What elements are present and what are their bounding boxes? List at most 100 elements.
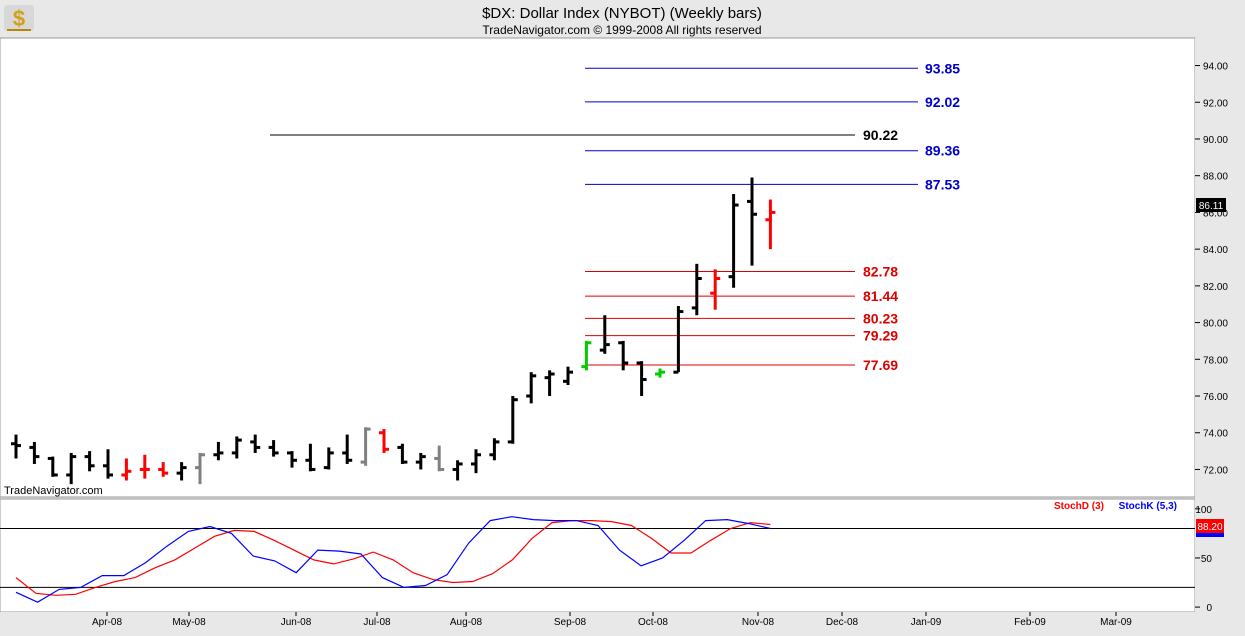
ohlc-bar-3 — [66, 452, 77, 485]
ohlc-bar-40 — [747, 177, 757, 266]
ohlc-bar-2 — [47, 456, 58, 477]
ohlc-bar-12 — [231, 436, 242, 459]
level-label-7: 80.23 — [863, 310, 898, 326]
dollar-sign-logo-icon: $ — [4, 5, 34, 31]
ohlc-bar-25 — [471, 449, 481, 474]
level-label-4: 87.53 — [925, 176, 960, 192]
ohlc-bar-33 — [618, 340, 629, 371]
x-axis-label-2: Jun-08 — [281, 617, 312, 628]
level-label-0: 93.85 — [925, 60, 960, 76]
ohlc-bar-35 — [655, 368, 665, 378]
ohlc-bar-8 — [158, 462, 169, 477]
ohlc-bar-4 — [84, 451, 95, 472]
x-axis-label-11: Mar-09 — [1100, 617, 1132, 628]
ohlc-bar-7 — [139, 454, 150, 479]
price-tick-label-6: 82.00 — [1203, 282, 1228, 293]
x-axis-label-1: May-08 — [172, 617, 206, 628]
x-axis-label-5: Sep-08 — [554, 617, 587, 628]
stochk-legend: StochK (5,3) — [1119, 501, 1177, 512]
ohlc-bar-27 — [507, 396, 518, 444]
price-bars — [11, 177, 776, 485]
oscillator-panel — [0, 498, 1196, 613]
level-label-9: 77.69 — [863, 357, 898, 373]
last-price-label: 86.11 — [1199, 201, 1224, 212]
ohlc-bar-24 — [452, 460, 463, 481]
ohlc-bar-17 — [323, 447, 334, 470]
ohlc-bar-18 — [342, 434, 353, 464]
ohlc-bar-10 — [195, 452, 205, 485]
osc-tick-label-1: 50 — [1201, 554, 1213, 565]
x-axis-labels: Apr-08 May-08 Jun-08 Jul-08 Aug-08 Sep-08 Oct-… — [92, 612, 1132, 628]
ohlc-bar-9 — [176, 462, 187, 481]
x-axis-area — [0, 612, 1245, 631]
x-axis-label-8: Dec-08 — [826, 617, 859, 628]
stoch-series-line-0 — [15, 519, 771, 596]
ohlc-bar-30 — [563, 366, 573, 386]
ohlc-bar-23 — [434, 445, 445, 472]
ohlc-bar-11 — [213, 441, 224, 461]
x-axis-label-7: Nov-08 — [742, 617, 775, 628]
ohlc-bar-22 — [415, 452, 426, 470]
ohlc-bar-1 — [29, 441, 40, 464]
level-label-1: 92.02 — [925, 94, 960, 110]
ohlc-bar-20 — [379, 429, 389, 453]
ohlc-bar-36 — [673, 306, 684, 374]
ohlc-bar-6 — [121, 458, 132, 481]
ohlc-bar-5 — [103, 449, 113, 479]
ohlc-bar-32 — [599, 315, 610, 354]
ohlc-bar-39 — [728, 194, 739, 288]
svg-text:$: $ — [13, 6, 25, 31]
ohlc-bar-14 — [268, 440, 279, 457]
x-axis-label-6: Oct-08 — [638, 617, 668, 628]
ohlc-bar-19 — [360, 427, 371, 466]
level-label-8: 79.29 — [863, 328, 898, 344]
stoch-series-line-1 — [15, 516, 771, 603]
watermark: TradeNavigator.com — [4, 485, 103, 497]
x-axis-label-4: Aug-08 — [450, 617, 483, 628]
price-tick-label-3: 88.00 — [1203, 172, 1228, 183]
price-tick-label-8: 78.00 — [1203, 355, 1228, 366]
level-label-6: 81.44 — [863, 288, 898, 304]
price-tick-label-0: 94.00 — [1203, 62, 1228, 73]
x-axis-label-3: Jul-08 — [363, 617, 391, 628]
last-price-marker: 86.11 — [1196, 198, 1226, 212]
ohlc-bar-15 — [287, 451, 297, 468]
y-axis-area — [1195, 38, 1245, 612]
ohlc-bar-34 — [636, 361, 647, 397]
ohlc-bar-0 — [11, 434, 21, 459]
x-axis-label-0: Apr-08 — [92, 617, 122, 628]
header-background — [0, 0, 1245, 38]
price-tick-label-11: 72.00 — [1203, 465, 1228, 476]
price-tick-label-10: 74.00 — [1203, 429, 1228, 440]
osc-tick-label-2: 0 — [1206, 603, 1212, 614]
ohlc-bar-28 — [526, 372, 537, 404]
ohlc-bar-21 — [397, 443, 408, 464]
stoch-last-value: 88.20 — [1197, 522, 1222, 533]
ohlc-bar-29 — [544, 370, 555, 397]
level-label-5: 82.78 — [863, 264, 898, 280]
x-axis-label-10: Feb-09 — [1014, 617, 1046, 628]
osc-tick-label-0: 100 — [1195, 505, 1212, 516]
level-label-3: 89.36 — [925, 143, 960, 159]
ohlc-bar-38 — [710, 269, 721, 310]
price-tick-label-4: 86.00 — [1203, 208, 1228, 219]
chart-subtitle: TradeNavigator.com © 1999-2008 All right… — [482, 23, 761, 37]
price-tick-label-2: 90.00 — [1203, 135, 1228, 146]
price-panel — [0, 37, 1196, 498]
chart-title: $DX: Dollar Index (NYBOT) (Weekly bars) — [482, 5, 762, 22]
ohlc-bar-16 — [305, 443, 316, 472]
ohlc-bar-37 — [691, 263, 702, 316]
ohlc-bar-31 — [581, 340, 592, 371]
level-label-2: 90.22 — [863, 127, 898, 143]
fib-levels: 93.85 92.02 90.22 89.36 87.53 82.78 81.44 80.23… — [270, 60, 960, 373]
ohlc-bar-26 — [489, 438, 500, 461]
price-tick-label-7: 80.00 — [1203, 319, 1228, 330]
stoch-last-value-marker: 88.20 — [1196, 519, 1224, 537]
x-axis-label-9: Jan-09 — [911, 617, 942, 628]
price-axis: 94.00 92.00 90.00 88.00 86.00 84.00 82.00 80.00… — [1195, 62, 1228, 476]
price-tick-label-9: 76.00 — [1203, 392, 1228, 403]
oscillator-lines — [15, 516, 771, 603]
ohlc-bar-13 — [250, 434, 261, 453]
